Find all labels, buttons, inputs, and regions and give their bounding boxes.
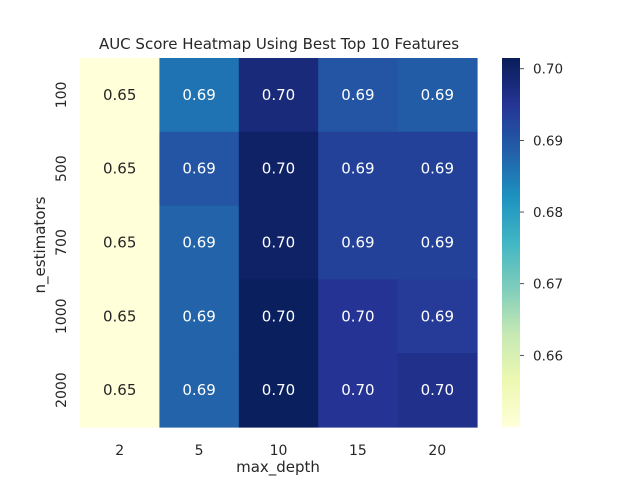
heatmap-cell: [80, 58, 160, 133]
heatmap-cell: [238, 353, 319, 428]
colorbar: [502, 58, 520, 427]
cell-value-label: 0.65: [103, 234, 136, 252]
y-tick-label: 700: [54, 229, 70, 256]
cell-value-label: 0.70: [262, 381, 295, 399]
heatmap-cell: [397, 205, 478, 280]
cell-value-label: 0.69: [421, 86, 454, 104]
heatmap-cell: [238, 131, 319, 207]
colorbar-tick-label: 0.70: [533, 62, 563, 78]
cell-value-label: 0.65: [103, 160, 136, 178]
x-tick-label: 20: [428, 443, 446, 459]
y-tick-label: 2000: [54, 372, 70, 408]
cell-value-label: 0.70: [341, 307, 374, 325]
colorbar-tick-label: 0.68: [533, 205, 563, 221]
cell-value-label: 0.69: [341, 160, 374, 178]
cell-value-label: 0.69: [182, 86, 215, 104]
cell-value-label: 0.69: [421, 234, 454, 252]
heatmap-cell: [159, 279, 240, 354]
cell-value-label: 0.70: [262, 160, 295, 178]
x-tick-labels: 2 5 10 15 20: [115, 443, 446, 459]
heatmap-cell: [238, 205, 319, 280]
heatmap-cell-labels: 0.65 0.69 0.70 0.69 0.69 0.65 0.69 0.70 0.69 0.69…: [103, 86, 454, 399]
heatmap-cell: [318, 279, 399, 354]
x-tick-label: 2: [115, 443, 124, 459]
heatmap-cell: [397, 58, 478, 133]
heatmap-cell: [397, 131, 478, 207]
colorbar-ticks: 0.66 0.67 0.68 0.69 0.70: [520, 62, 563, 364]
y-axis-label: n_estimators: [31, 196, 50, 293]
y-tick-label: 1000: [54, 298, 70, 334]
x-axis-label: max_depth: [236, 458, 320, 477]
heatmap-cell: [318, 58, 399, 133]
x-tick-label: 15: [349, 443, 367, 459]
cell-value-label: 0.70: [262, 307, 295, 325]
heatmap-cell: [318, 131, 399, 207]
y-tick-label: 500: [54, 155, 70, 182]
y-tick-label: 100: [54, 82, 70, 109]
heatmap-cell: [80, 279, 160, 354]
cell-value-label: 0.69: [182, 160, 215, 178]
heatmap-cell: [80, 353, 160, 428]
heatmap-cell: [397, 279, 478, 354]
heatmap-cell: [318, 205, 399, 280]
cell-value-label: 0.69: [182, 234, 215, 252]
y-tick-labels: 100 500 700 1000 2000: [54, 82, 70, 408]
heatmap-cell: [397, 353, 478, 428]
cell-value-label: 0.65: [103, 307, 136, 325]
cell-value-label: 0.65: [103, 381, 136, 399]
colorbar-tick-label: 0.69: [533, 133, 563, 149]
cell-value-label: 0.70: [421, 381, 454, 399]
heatmap-cell: [318, 353, 399, 428]
cell-value-label: 0.69: [182, 307, 215, 325]
heatmap-cell: [159, 205, 240, 280]
heatmap-cell: [159, 131, 240, 207]
cell-value-label: 0.69: [182, 381, 215, 399]
heatmap-cell: [80, 205, 160, 280]
cell-value-label: 0.69: [421, 160, 454, 178]
colorbar-tick-label: 0.67: [533, 277, 563, 293]
cell-value-label: 0.70: [262, 234, 295, 252]
cell-value-label: 0.70: [262, 86, 295, 104]
cell-value-label: 0.69: [421, 307, 454, 325]
colorbar-tick-label: 0.66: [533, 348, 563, 364]
heatmap-cell: [238, 58, 319, 133]
heatmap-cells: [80, 58, 478, 428]
heatmap-cell: [159, 58, 240, 133]
heatmap-cell: [80, 131, 160, 207]
heatmap-cell: [159, 353, 240, 428]
cell-value-label: 0.70: [341, 381, 374, 399]
chart-title: AUC Score Heatmap Using Best Top 10 Feat…: [99, 35, 459, 53]
cell-value-label: 0.69: [341, 86, 374, 104]
x-tick-label: 10: [270, 443, 288, 459]
cell-value-label: 0.69: [341, 234, 374, 252]
x-tick-label: 5: [195, 443, 204, 459]
cell-value-label: 0.65: [103, 86, 136, 104]
heatmap-cell: [238, 279, 319, 354]
